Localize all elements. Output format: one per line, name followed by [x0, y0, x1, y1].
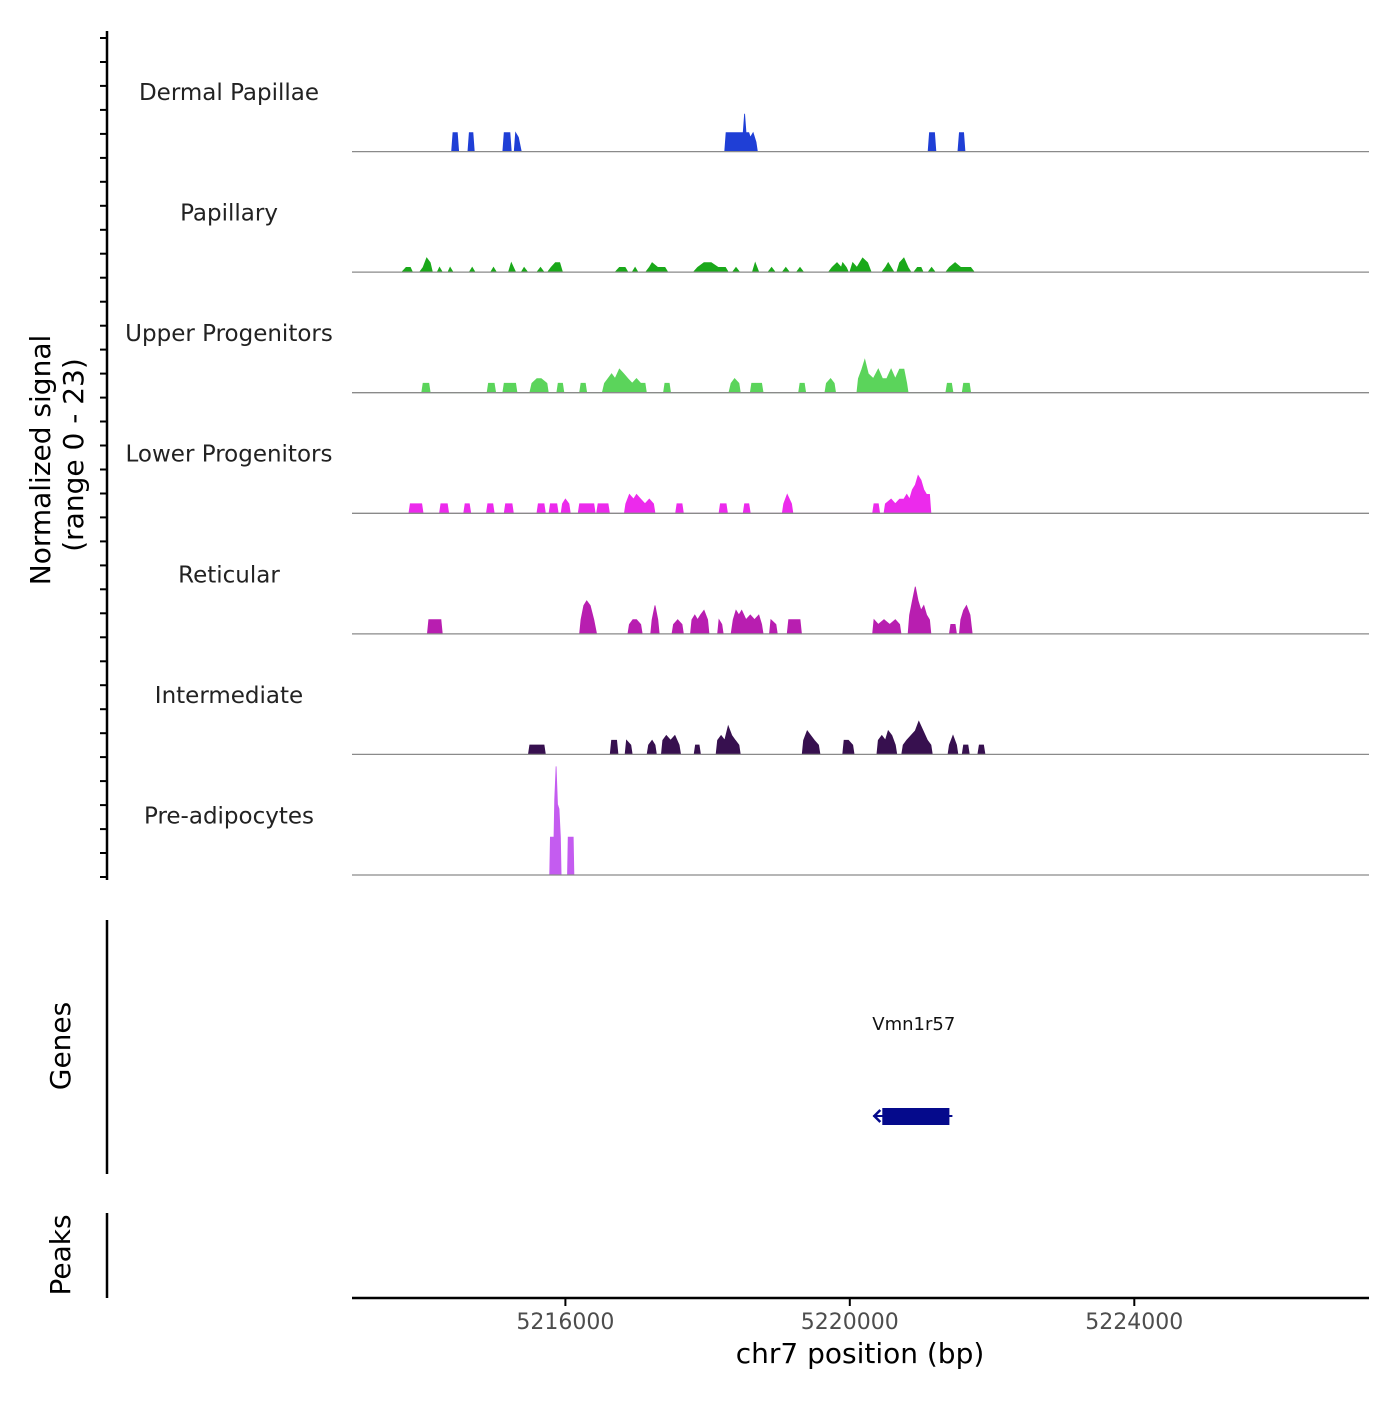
x-tick-label: 5220000 — [801, 1310, 899, 1335]
track-papillary: Papillary — [180, 201, 1369, 273]
signal-area — [451, 113, 966, 152]
track-label: Papillary — [180, 201, 278, 227]
track-label: Upper Progenitors — [125, 321, 333, 347]
signal-area — [401, 257, 975, 273]
genes-panel-label: Genes — [44, 1002, 77, 1090]
gene-annotations: Vmn1r57 — [872, 1014, 955, 1125]
x-tick-label: 5216000 — [516, 1310, 614, 1335]
signal-area — [549, 766, 575, 876]
track-label: Lower Progenitors — [126, 442, 333, 468]
gene-vmn1r57: Vmn1r57 — [872, 1014, 955, 1125]
y-axis-title-line2: (range 0 - 23) — [57, 358, 90, 552]
strand-arrow — [872, 1109, 882, 1123]
y-axis-title-line1: Normalized signal — [24, 335, 57, 586]
gene-exon — [882, 1108, 950, 1125]
x-axis-ticks: 5216000 5220000 5224000 — [516, 1298, 1183, 1335]
signal-area — [421, 358, 972, 394]
track-upper-progenitors: Upper Progenitors — [125, 321, 1369, 394]
track-label: Reticular — [178, 562, 280, 588]
x-axis-title: chr7 position (bp) — [736, 1337, 985, 1370]
signal-area — [408, 474, 932, 514]
gene-label: Vmn1r57 — [872, 1014, 955, 1035]
signal-area — [528, 720, 986, 755]
track-lower-progenitors: Lower Progenitors — [126, 442, 1369, 514]
signal-tracks: Dermal Papillae Papillary Upper Progenitor… — [125, 80, 1369, 876]
track-label: Intermediate — [155, 683, 303, 709]
track-label: Dermal Papillae — [139, 80, 319, 106]
signal-area — [427, 586, 973, 635]
peaks-panel-label: Peaks — [44, 1214, 77, 1295]
track-label: Pre-adipocytes — [144, 803, 314, 829]
y-axis-lines — [105, 31, 1369, 1300]
track-reticular: Reticular — [178, 562, 1369, 635]
track-intermediate: Intermediate — [155, 683, 1369, 756]
track-pre-adipocytes: Pre-adipocytes — [144, 766, 1369, 876]
y-axis-ticks — [100, 37, 107, 878]
track-dermal-papillae: Dermal Papillae — [139, 80, 1369, 153]
x-tick-label: 5224000 — [1085, 1310, 1183, 1335]
